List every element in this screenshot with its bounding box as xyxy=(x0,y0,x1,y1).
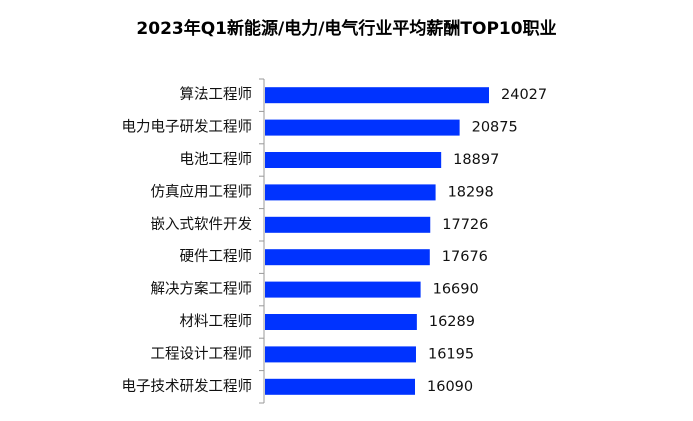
category-label: 材料工程师 xyxy=(180,313,253,330)
category-label: 嵌入式软件开发 xyxy=(151,216,253,233)
value-label: 16090 xyxy=(427,379,473,395)
value-label: 16289 xyxy=(429,314,475,330)
category-label: 工程设计工程师 xyxy=(151,345,253,362)
category-label: 电子技术研发工程师 xyxy=(122,378,253,395)
value-label: 17726 xyxy=(442,217,488,233)
category-label: 算法工程师 xyxy=(180,86,253,103)
bar xyxy=(265,249,430,266)
bar xyxy=(265,346,416,363)
category-label: 仿真应用工程师 xyxy=(151,182,253,200)
value-label: 24027 xyxy=(501,87,547,103)
bar xyxy=(265,378,416,395)
bar xyxy=(265,152,442,168)
bar xyxy=(265,184,436,201)
bar xyxy=(265,119,460,136)
chart-title: 2023年Q1新能源/电力/电气行业平均薪酬TOP10职业 xyxy=(136,19,557,39)
value-label: 18897 xyxy=(453,152,499,168)
value-label: 20875 xyxy=(472,120,518,136)
value-label: 16195 xyxy=(428,346,474,362)
bar xyxy=(265,281,421,298)
category-label: 硬件工程师 xyxy=(180,248,253,265)
value-label: 18298 xyxy=(448,184,494,200)
value-label: 16690 xyxy=(433,282,479,298)
value-label: 17676 xyxy=(442,249,488,265)
bar xyxy=(265,216,431,233)
category-label: 电池工程师 xyxy=(180,151,253,168)
bar xyxy=(265,314,417,330)
category-label: 解决方案工程师 xyxy=(151,280,253,298)
bar xyxy=(265,87,489,104)
category-label: 电力电子研发工程师 xyxy=(122,119,253,136)
